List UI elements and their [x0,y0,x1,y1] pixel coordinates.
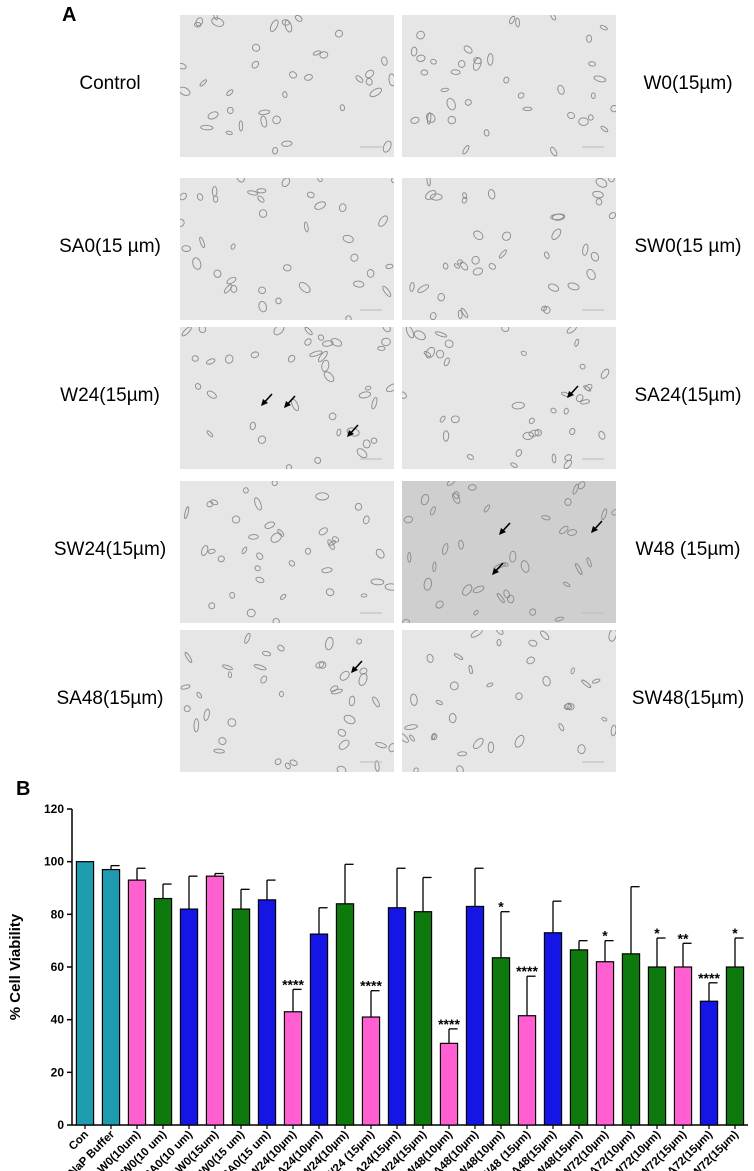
bar [309,933,329,1126]
micrograph-image [180,15,394,157]
micrograph-label-right: SA24(15µm) [634,385,742,406]
bar [127,879,147,1126]
significance-label: ** [678,930,689,946]
significance-label: * [602,928,608,944]
y-tick-label: 120 [44,802,64,816]
arrow-head [499,528,506,535]
bar [75,861,95,1126]
bar [257,899,277,1126]
bar [153,897,173,1126]
micrograph-image [180,327,394,469]
bar [595,961,615,1126]
y-tick-label: 40 [51,1013,65,1027]
y-tick-label: 100 [44,855,64,869]
bar [699,1000,719,1126]
micrograph-image [180,630,394,772]
micrograph-label-left: SA0(15 µm) [59,236,161,257]
bar [361,1016,381,1126]
arrow-head [567,391,574,398]
arrow-head [351,666,358,673]
bar [543,932,563,1126]
bar [283,1011,303,1126]
micrograph-label-left: Control [79,73,141,94]
arrow-head [591,526,598,533]
micrograph-image [402,178,616,320]
bar [517,1015,537,1126]
arrow-head [261,399,268,406]
bar [179,908,199,1126]
micrograph-image [402,327,616,469]
significance-label: **** [516,963,538,979]
significance-label: * [498,899,504,915]
bar [491,957,511,1126]
bar [569,949,589,1126]
micrograph-image [180,178,394,320]
micrograph-label-right: W48 (15µm) [635,539,741,560]
bar [621,953,641,1126]
micrograph-label-right: W0(15µm) [643,73,733,94]
arrow-head [284,401,291,408]
arrow-head [347,430,354,437]
bar [205,875,225,1126]
bar [439,1042,459,1126]
y-tick-label: 80 [51,907,65,921]
micrograph-label-left: SW24(15µm) [53,539,167,560]
micrograph-image [402,481,616,623]
micrograph-label-left: SA48(15µm) [56,688,164,709]
significance-label: **** [282,976,304,992]
micrograph-label-right: SW0(15 µm) [634,236,742,257]
significance-label: **** [360,978,382,994]
y-tick-label: 60 [51,960,65,974]
micrograph-image [402,630,616,772]
micrograph-label-left: W24(15µm) [60,385,160,406]
micrograph-image [180,481,394,623]
significance-label: * [732,925,738,941]
significance-label: * [654,925,660,941]
significance-label: **** [698,970,720,986]
bar [413,911,433,1126]
bar [101,868,121,1126]
bar [725,966,745,1126]
bar [647,966,667,1126]
bar [335,903,355,1126]
bar [465,905,485,1126]
micrograph-label-right: SW48(15µm) [631,688,745,709]
bar [673,966,693,1126]
y-tick-label: 0 [57,1118,64,1132]
y-axis-label: % Cell Viability [7,913,24,1020]
bar [387,907,407,1126]
significance-label: **** [438,1016,460,1032]
arrow-head [492,568,499,575]
panel-a-letter: A [62,4,77,26]
y-tick-label: 20 [51,1065,65,1079]
bar [231,908,251,1126]
panel-b-letter: B [16,778,31,800]
micrograph-image [402,15,616,157]
